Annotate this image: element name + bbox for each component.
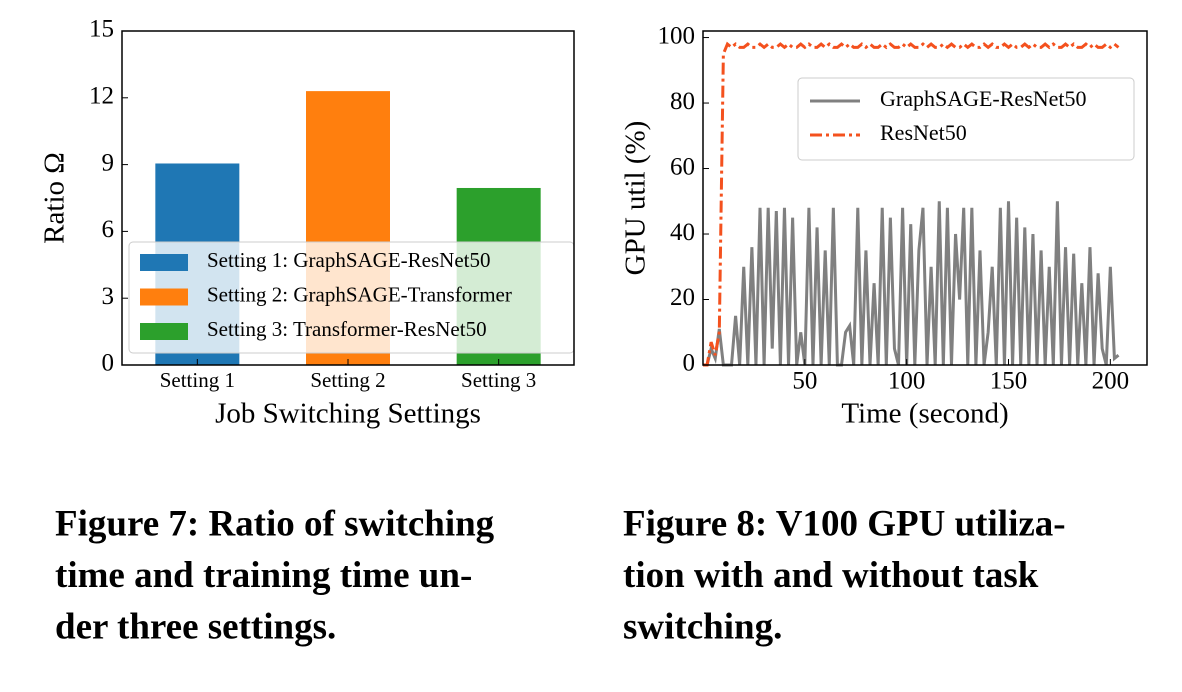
y-tick-label: 0 [683,350,696,377]
y-tick-label: 6 [102,216,115,243]
legend-box [797,77,1135,161]
caption-line: Figure 8: V100 GPU utiliza- [623,503,1066,544]
line [703,201,1120,367]
y-tick-label: 3 [102,283,115,310]
legend-label: Setting 1: GraphSAGE-ResNet50 [207,248,490,272]
x-axis-label: Job Switching Settings [215,398,481,430]
x-tick-label: Setting 2 [310,368,385,392]
y-tick-label: 15 [89,16,114,43]
legend-label: ResNet50 [880,120,967,145]
legend-swatch [140,323,188,340]
x-tick-label: Setting 1 [160,368,235,392]
x-tick-label: 100 [888,368,926,395]
y-tick-label: 80 [670,88,695,115]
y-tick-label: 40 [670,219,695,246]
caption-line: switching. [623,606,782,647]
y-tick-label: 12 [89,83,114,110]
x-axis-label: Time (second) [841,398,1008,430]
x-tick-label: 150 [990,368,1028,395]
caption-line: Figure 7: Ratio of switching [55,503,495,544]
caption-line: der three settings. [55,606,336,647]
legend-swatch [140,254,188,271]
x-tick-label: 50 [792,368,817,395]
y-tick-label: 9 [102,149,115,176]
y-axis-label: Ratio Ω [39,152,71,244]
y-tick-label: 60 [670,153,695,180]
y-tick-label: 0 [102,350,115,377]
line [703,41,1120,367]
caption-line: time and training time un- [55,555,472,596]
legend-swatch [140,288,188,306]
y-axis-label: GPU util (%) [620,121,652,276]
y-tick-label: 100 [658,22,696,49]
legend-label: Setting 3: Transformer-ResNet50 [207,317,487,341]
caption-line: tion with and without task [623,555,1039,596]
x-tick-label: 200 [1092,368,1130,395]
y-tick-label: 20 [670,284,695,311]
x-tick-label: Setting 3 [461,368,536,392]
axes-frame [121,30,575,366]
legend-label: GraphSAGE-ResNet50 [880,86,1087,111]
axes-frame [702,30,1148,366]
legend-label: Setting 2: GraphSAGE-Transformer [207,282,512,306]
